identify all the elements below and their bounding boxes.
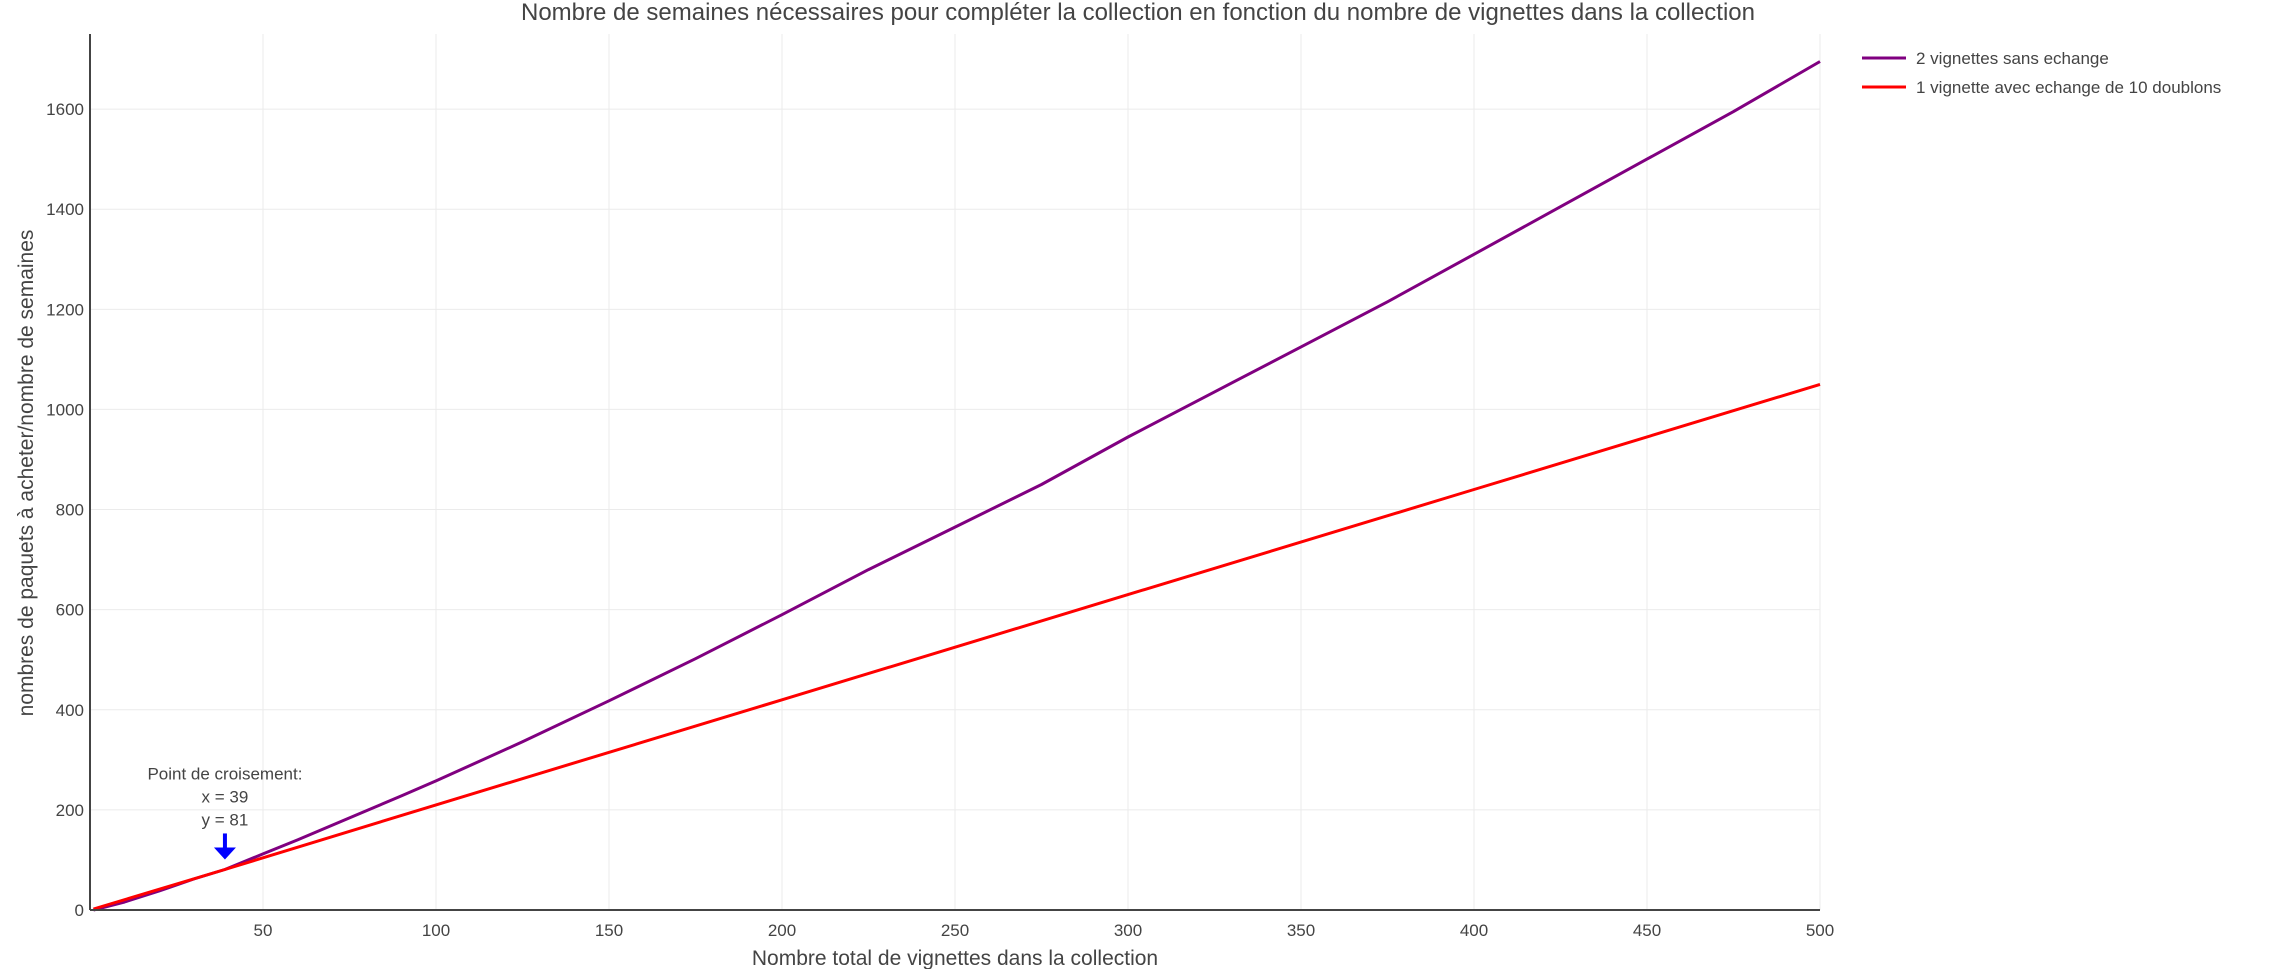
- annotation-text: y = 81: [202, 810, 249, 829]
- x-tick-label: 500: [1806, 921, 1834, 940]
- y-tick-label: 1000: [46, 400, 84, 419]
- x-tick-label: 250: [941, 921, 969, 940]
- x-axis-title: Nombre total de vignettes dans la collec…: [752, 947, 1158, 969]
- y-tick-label: 1200: [46, 300, 84, 319]
- y-axis-title: nombres de paquets à acheter/nombre de s…: [15, 230, 38, 717]
- x-tick-label: 400: [1460, 921, 1488, 940]
- y-tick-label: 0: [75, 901, 84, 920]
- annotation-text: Point de croisement:: [147, 764, 302, 783]
- series-layer: [93, 60, 1821, 912]
- annotation-text: x = 39: [202, 787, 249, 806]
- legend-label: 2 vignettes sans echange: [1916, 49, 2109, 68]
- chart-title: Nombre de semaines nécessaires pour comp…: [521, 0, 1755, 26]
- series-line: [93, 382, 1821, 911]
- x-tick-label: 150: [595, 921, 623, 940]
- x-tick-label: 300: [1114, 921, 1142, 940]
- y-tick-label: 1600: [46, 100, 84, 119]
- x-tick-label: 100: [422, 921, 450, 940]
- y-tick-labels: 0 200 400 600 800 1000 1200 1400 1600: [46, 100, 84, 920]
- y-tick-label: 200: [56, 801, 84, 820]
- grid-lines: [90, 34, 1821, 911]
- y-tick-label: 400: [56, 701, 84, 720]
- x-tick-label: 200: [768, 921, 796, 940]
- y-tick-label: 800: [56, 501, 84, 520]
- legend-label: 1 vignette avec echange de 10 doublons: [1916, 78, 2221, 97]
- annotations: Point de croisement: x = 39 y = 81: [147, 764, 302, 860]
- x-tick-labels: 50 100 150 200 250 300 350 400 450 500: [254, 921, 1835, 940]
- y-tick-label: 1400: [46, 200, 84, 219]
- series-line: [93, 60, 1821, 912]
- x-tick-label: 350: [1287, 921, 1315, 940]
- x-tick-label: 50: [254, 921, 273, 940]
- annotation-arrow-head: [213, 847, 236, 860]
- legend: 2 vignettes sans echange 1 vignette avec …: [1862, 49, 2221, 97]
- y-tick-label: 600: [56, 601, 84, 620]
- x-tick-label: 450: [1633, 921, 1661, 940]
